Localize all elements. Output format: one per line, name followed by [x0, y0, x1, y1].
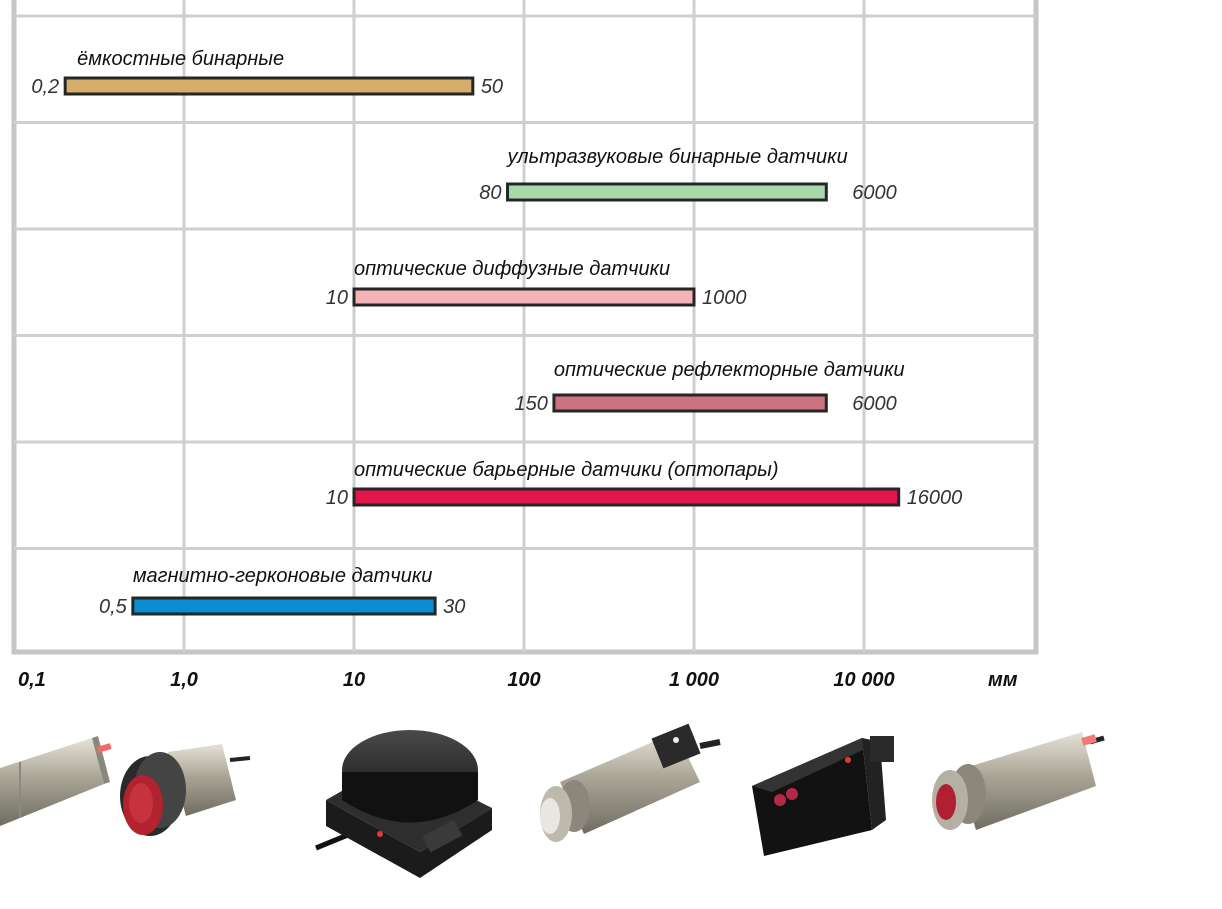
range-max-label: 30	[443, 596, 465, 618]
range-bar	[63, 76, 475, 96]
capacitive-sensor-icon	[120, 744, 251, 836]
x-tick-label: 10	[343, 669, 365, 691]
range-min-label: 10	[326, 487, 348, 509]
chart-grid	[11, 0, 1039, 655]
x-tick-label: 1,0	[170, 669, 198, 691]
range-bar-label: ультразвуковые бинарные датчики	[506, 146, 848, 168]
range-bar	[552, 393, 828, 413]
range-bar-group: оптические барьерные датчики (оптопары) 1…	[326, 459, 963, 509]
x-tick-label: 0,1	[18, 669, 46, 691]
range-min-label: 0,5	[99, 596, 128, 618]
range-max-label: 16000	[907, 487, 963, 509]
x-tick-label: 100	[507, 669, 540, 691]
optical-barrier-sensor-icon	[932, 732, 1105, 830]
x-axis-unit: мм	[988, 669, 1018, 691]
range-max-label: 1000	[702, 287, 747, 309]
range-bar-label: оптические рефлекторные датчики	[554, 359, 905, 381]
range-bar	[352, 287, 696, 307]
ultrasonic-square-sensor-icon	[315, 730, 492, 878]
range-min-label: 10	[326, 287, 348, 309]
range-bar	[131, 596, 437, 616]
range-bar-label: ёмкостные бинарные	[77, 48, 284, 70]
x-axis-ticks: 0,1 1,0 10 100 1 000 10 000	[18, 669, 895, 691]
cylindrical-sensor-icon	[0, 736, 112, 826]
range-max-label: 6000	[852, 182, 897, 204]
range-chart: ёмкостные бинарные 0,2 50 ультразвуковые би…	[11, 0, 1039, 691]
range-min-label: 80	[479, 182, 501, 204]
range-bar-label: оптические диффузные датчики	[354, 258, 670, 280]
range-bar	[352, 487, 901, 507]
optical-diffuse-sensor-icon	[540, 723, 721, 842]
x-tick-label: 10 000	[833, 669, 894, 691]
range-bar	[506, 182, 828, 202]
range-bar-label: оптические барьерные датчики (оптопары)	[354, 459, 778, 481]
range-max-label: 50	[481, 76, 503, 98]
range-max-label: 6000	[852, 393, 897, 415]
range-bar-group: оптические диффузные датчики 10 1000	[326, 258, 747, 309]
range-bar-group: оптические рефлекторные датчики 150 6000	[515, 359, 905, 415]
range-bar-group: ёмкостные бинарные 0,2 50	[31, 48, 503, 98]
chart-bars: ёмкостные бинарные 0,2 50 ультразвуковые би…	[31, 48, 962, 618]
product-images	[0, 723, 1105, 878]
x-tick-label: 1 000	[669, 669, 719, 691]
optical-reflector-sensor-icon	[752, 736, 894, 856]
range-min-label: 0,2	[31, 76, 59, 98]
range-min-label: 150	[515, 393, 548, 415]
range-bar-label: магнитно-герконовые датчики	[133, 565, 433, 587]
